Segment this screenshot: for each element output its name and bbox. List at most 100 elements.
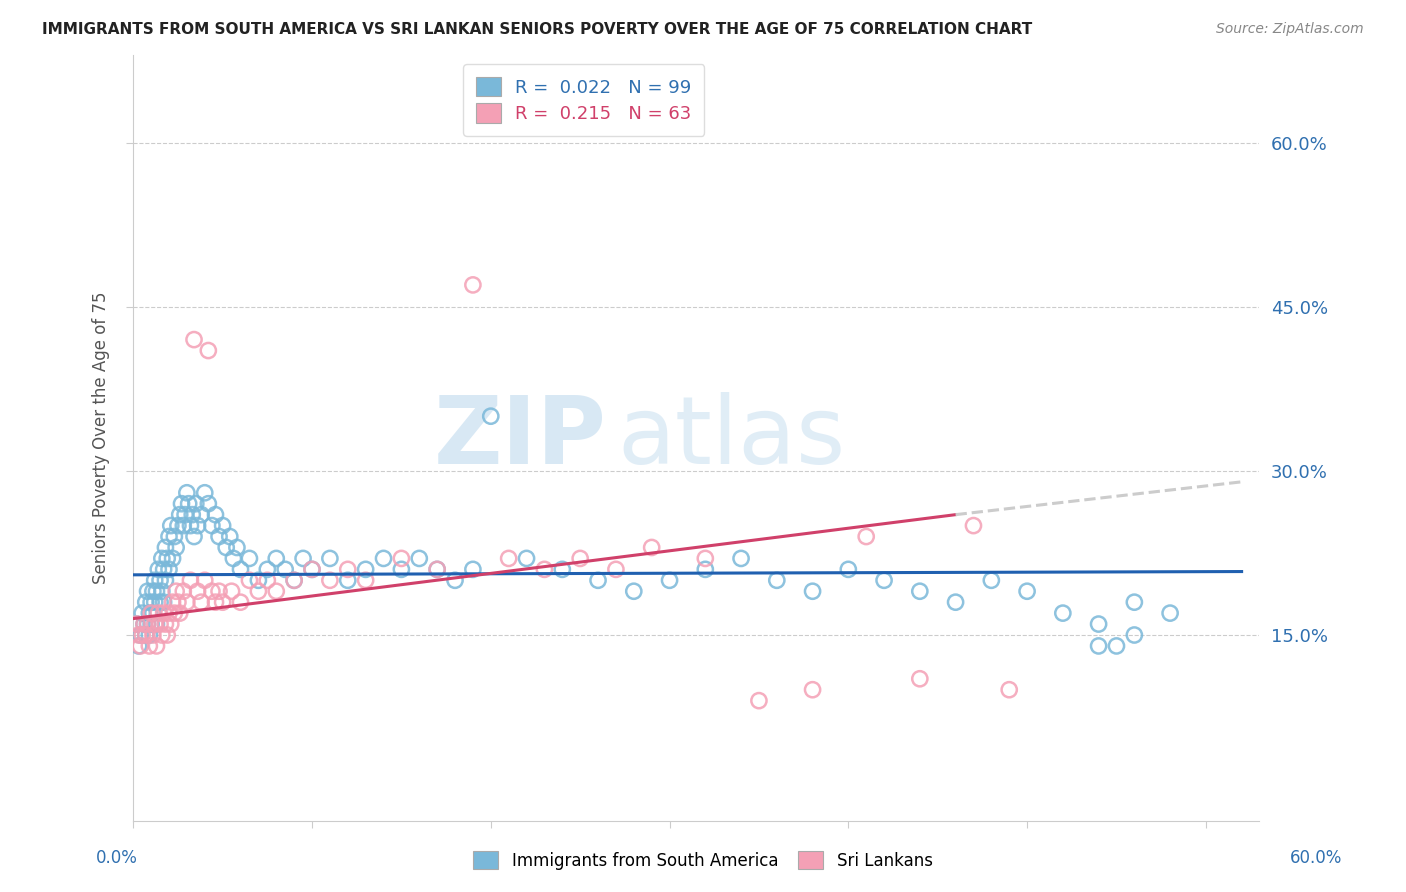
Point [183, 333, 205, 347]
Point [301, 562, 323, 576]
Point [174, 508, 197, 522]
Point [238, 574, 260, 588]
Point [229, 562, 252, 576]
Point [354, 562, 377, 576]
Point [945, 595, 967, 609]
Point [143, 574, 166, 588]
Point [197, 497, 219, 511]
Point [229, 595, 252, 609]
Point [855, 529, 877, 543]
Point [142, 584, 165, 599]
Point [128, 628, 150, 642]
Point [167, 518, 190, 533]
Point [135, 595, 157, 609]
Point [569, 551, 592, 566]
Point [998, 682, 1021, 697]
Point [139, 595, 162, 609]
Point [962, 518, 984, 533]
Point [748, 693, 770, 707]
Point [143, 595, 166, 609]
Point [125, 617, 148, 632]
Point [145, 639, 167, 653]
Point [150, 551, 173, 566]
Point [197, 343, 219, 358]
Point [201, 518, 224, 533]
Point [159, 518, 181, 533]
Point [766, 574, 789, 588]
Point [1052, 606, 1074, 620]
Point [129, 639, 152, 653]
Point [176, 595, 198, 609]
Point [247, 584, 270, 599]
Point [184, 497, 207, 511]
Point [129, 628, 152, 642]
Point [908, 584, 931, 599]
Point [177, 497, 200, 511]
Point [149, 574, 172, 588]
Point [135, 628, 157, 642]
Point [145, 617, 167, 632]
Point [143, 617, 166, 632]
Point [319, 574, 342, 588]
Point [204, 508, 226, 522]
Point [695, 562, 717, 576]
Point [165, 584, 187, 599]
Legend: Immigrants from South America, Sri Lankans: Immigrants from South America, Sri Lanka… [467, 845, 939, 877]
Point [283, 574, 305, 588]
Point [264, 551, 287, 566]
Point [138, 639, 160, 653]
Point [1123, 628, 1146, 642]
Point [226, 541, 249, 555]
Text: IMMIGRANTS FROM SOUTH AMERICA VS SRI LANKAN SENIORS POVERTY OVER THE AGE OF 75 C: IMMIGRANTS FROM SOUTH AMERICA VS SRI LAN… [42, 22, 1032, 37]
Point [176, 485, 198, 500]
Point [157, 562, 180, 576]
Point [204, 595, 226, 609]
Point [125, 617, 148, 632]
Point [551, 562, 574, 576]
Point [461, 277, 484, 292]
Point [319, 551, 342, 566]
Point [148, 562, 170, 576]
Point [247, 574, 270, 588]
Point [136, 584, 159, 599]
Point [169, 508, 191, 522]
Point [215, 541, 238, 555]
Point [389, 551, 412, 566]
Point [194, 485, 217, 500]
Point [264, 584, 287, 599]
Point [461, 562, 484, 576]
Point [238, 551, 260, 566]
Point [801, 584, 824, 599]
Point [163, 529, 186, 543]
Point [136, 617, 159, 632]
Point [170, 497, 193, 511]
Point [221, 584, 243, 599]
Point [148, 606, 170, 620]
Point [801, 682, 824, 697]
Point [139, 606, 162, 620]
Point [426, 562, 449, 576]
Point [156, 551, 179, 566]
Text: ZIP: ZIP [433, 392, 606, 484]
Point [132, 617, 155, 632]
Point [145, 584, 167, 599]
Text: atlas: atlas [617, 392, 846, 484]
Text: 0.0%: 0.0% [96, 849, 138, 867]
Point [533, 562, 555, 576]
Point [274, 562, 297, 576]
Point [181, 508, 204, 522]
Point [155, 541, 177, 555]
Point [211, 595, 233, 609]
Point [408, 551, 430, 566]
Point [640, 541, 662, 555]
Point [873, 574, 896, 588]
Point [132, 617, 155, 632]
Point [201, 584, 224, 599]
Point [190, 508, 212, 522]
Point [149, 595, 172, 609]
Point [172, 518, 194, 533]
Point [131, 606, 153, 620]
Point [142, 628, 165, 642]
Point [837, 562, 859, 576]
Point [283, 574, 305, 588]
